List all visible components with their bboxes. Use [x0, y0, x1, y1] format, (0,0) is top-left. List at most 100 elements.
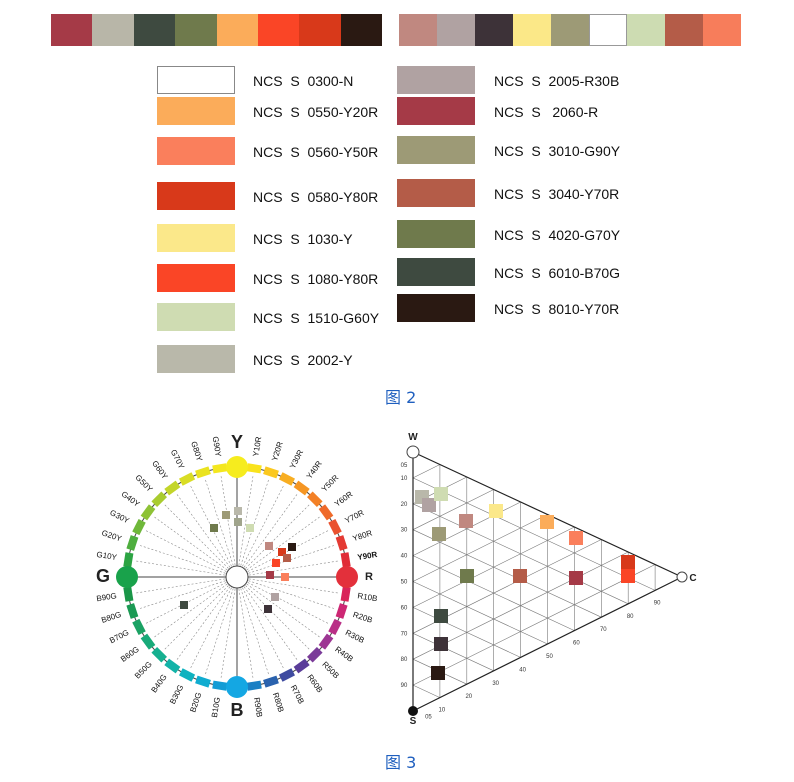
hue-label: B90G — [96, 591, 118, 603]
strip-swatch — [551, 14, 589, 46]
triangle-gridline — [412, 564, 656, 686]
triangle-bottom-tick: 50 — [546, 654, 553, 660]
strip-swatch — [627, 14, 665, 46]
strip-swatch — [340, 14, 382, 46]
strip-swatch — [437, 14, 475, 46]
triangle-left-tick: 40 — [401, 554, 408, 560]
circle-sample — [246, 524, 254, 532]
triangle-edge-wc — [412, 451, 683, 578]
hue-block — [307, 647, 323, 663]
color-strip-right — [399, 14, 741, 46]
triangle-c-label: C — [689, 573, 696, 584]
hue-spoke — [220, 474, 238, 578]
hue-block — [307, 491, 323, 507]
hue-block — [140, 504, 156, 521]
triangle-sample — [434, 609, 448, 623]
hue-block — [179, 472, 196, 486]
pole-r-circle — [336, 566, 358, 588]
hue-spoke — [236, 492, 299, 578]
hue-block — [340, 552, 351, 568]
triangle-gridline — [412, 684, 441, 698]
strip-swatch — [133, 14, 176, 46]
hue-block — [179, 668, 196, 682]
hue-spoke — [144, 576, 238, 625]
triangle-bottom-tick: 30 — [492, 681, 499, 687]
hue-spoke — [236, 477, 270, 578]
hue-label: B30G — [168, 683, 185, 705]
hue-block — [195, 675, 211, 688]
hue-block — [335, 603, 348, 619]
triangle-gridline — [412, 658, 467, 685]
hue-label: B40G — [149, 673, 168, 695]
ncs-swatch — [397, 136, 475, 164]
triangle-gridline — [412, 477, 656, 591]
hue-block — [293, 658, 310, 674]
ncs-label: NCS S 2002-Y — [253, 352, 353, 368]
circle-sample — [180, 601, 188, 609]
ncs-label: NCS S 3010-G90Y — [494, 143, 621, 159]
ncs-label: NCS S 4020-G70Y — [494, 227, 621, 243]
hue-spoke — [236, 576, 254, 680]
triangle-left-tick: 05 — [401, 463, 408, 469]
hue-label: R60B — [305, 673, 324, 694]
triangle-sample — [540, 515, 554, 529]
triangle-sample — [432, 527, 446, 541]
triangle-gridline — [412, 476, 467, 505]
hue-label: G40Y — [120, 489, 142, 509]
hue-spoke — [220, 576, 238, 680]
hue-label: Y50R — [320, 473, 341, 494]
ncs-label: NCS S 0300-N — [253, 73, 354, 89]
hue-spoke — [236, 560, 340, 578]
triangle-left-tick: 80 — [401, 657, 408, 663]
circle-sample — [271, 593, 279, 601]
hue-label: R90B — [252, 697, 264, 718]
ncs-swatch — [397, 97, 475, 125]
circle-sample — [283, 554, 291, 562]
triangle-sample — [434, 637, 448, 651]
hue-block — [293, 480, 310, 496]
strip-swatch — [299, 14, 341, 46]
hue-label: R40B — [333, 645, 354, 664]
triangle-sample — [621, 569, 635, 583]
hue-block — [123, 586, 134, 602]
hue-label: Y30R — [288, 448, 305, 470]
triangle-gridline — [412, 514, 548, 582]
triangle-sample — [489, 504, 503, 518]
hue-spoke — [236, 474, 254, 578]
pole-y-circle — [226, 456, 248, 478]
triangle-left-tick: 70 — [401, 631, 408, 637]
hue-label: Y20R — [270, 440, 285, 462]
hue-spoke — [236, 576, 330, 625]
hue-label: Y60R — [333, 489, 355, 508]
hue-label: G10Y — [96, 550, 118, 562]
circle-sample — [234, 518, 242, 526]
hue-block — [318, 633, 334, 650]
hue-spoke — [175, 492, 238, 578]
hue-label: G20Y — [100, 528, 123, 543]
circle-sample — [278, 548, 286, 556]
hue-block — [212, 680, 228, 691]
hue-spoke — [236, 576, 322, 639]
strip-swatch — [257, 14, 300, 46]
ncs-label: NCS S 0580-Y80R — [253, 189, 379, 205]
hue-block — [246, 680, 262, 691]
ncs-label: NCS S 2005-R30B — [494, 73, 620, 89]
hue-spoke — [236, 529, 330, 578]
triangle-left-tick: 60 — [401, 605, 408, 611]
color-strip-left — [51, 14, 382, 46]
circle-sample — [210, 524, 218, 532]
ncs-swatch — [157, 303, 235, 331]
triangle-gridline — [412, 607, 521, 658]
triangle-left-tick: 20 — [401, 502, 408, 508]
ncs-swatch — [397, 179, 475, 207]
triangle-left-tick: 30 — [401, 528, 408, 534]
triangle-sample — [569, 531, 583, 545]
hue-block — [263, 466, 279, 479]
hue-block — [328, 618, 342, 635]
strip-swatch — [589, 14, 627, 46]
triangle-gridline — [412, 526, 575, 608]
hue-block — [335, 535, 348, 551]
triangle-bottom-tick: 40 — [519, 667, 526, 673]
hue-label: G60Y — [150, 459, 170, 481]
triangle-left-tick: 10 — [401, 476, 408, 482]
